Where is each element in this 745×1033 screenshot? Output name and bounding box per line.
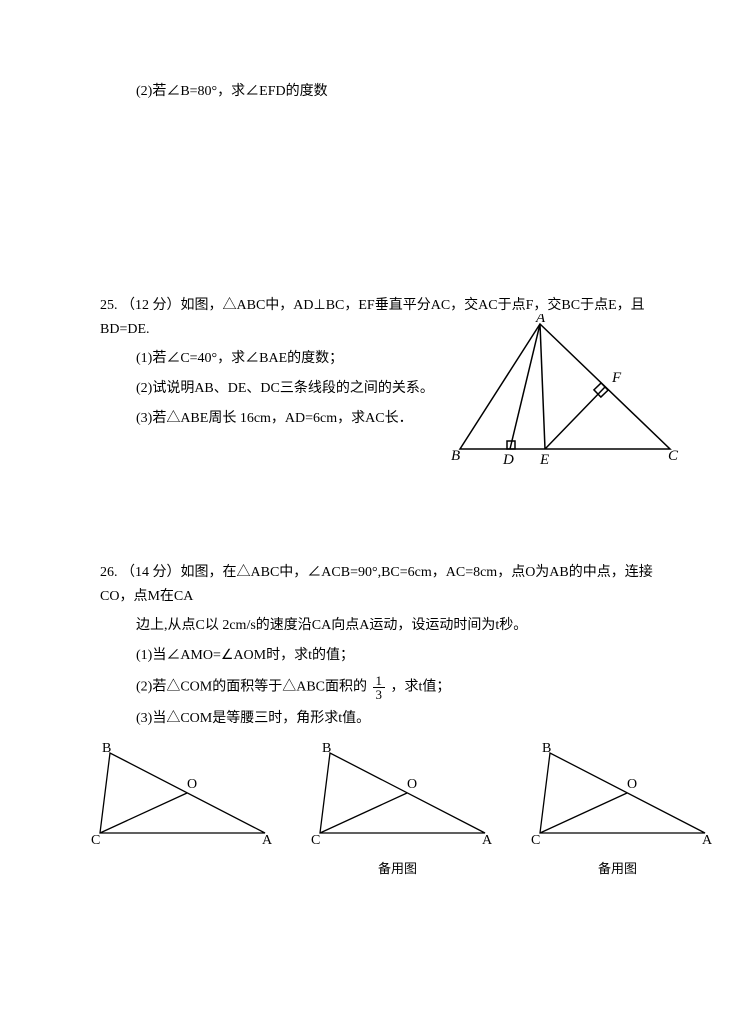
problem-text: （14 分）如图，在△ABC中，∠ACB=90°,BC=6cm，AC=8cm，点… <box>100 565 653 604</box>
problem-24-sub2: (2)若∠B=80°，求∠EFD的度数 <box>136 80 675 104</box>
problem-26-sub2: (2)若△COM的面积等于△ABC面积的 1 3 ，求t值； <box>136 674 675 701</box>
label-B: B <box>451 448 460 464</box>
triangle-figure-26b: B C A O <box>300 741 495 851</box>
problem-number: 26. <box>100 565 118 580</box>
figure-caption: 备用图 <box>300 858 495 877</box>
triangle-figure-26c: B C A O <box>520 741 715 851</box>
figure-caption: 备用图 <box>520 858 715 877</box>
label-O: O <box>627 777 637 792</box>
figure-26-main: B C A O <box>80 741 275 877</box>
label-B: B <box>322 741 331 756</box>
problem-25: 25. （12 分）如图，△ABC中，AD⊥BC，EF垂直平分AC，交AC于点F… <box>100 294 675 431</box>
figure-26-spare2: B C A O 备用图 <box>520 741 715 877</box>
problem-24-fragment: (2)若∠B=80°，求∠EFD的度数 <box>100 80 675 104</box>
problem-number: 25. <box>100 298 118 313</box>
problem-26: 26. （14 分）如图，在△ABC中，∠ACB=90°,BC=6cm，AC=8… <box>100 561 675 877</box>
label-O: O <box>407 777 417 792</box>
label-A: A <box>262 833 273 848</box>
spacer <box>100 471 675 561</box>
sub2-text-a: (2)若△COM的面积等于△ABC面积的 <box>136 680 367 695</box>
fraction-icon: 1 3 <box>373 674 386 701</box>
label-B: B <box>102 741 111 756</box>
label-A: A <box>535 314 546 326</box>
label-C: C <box>668 448 679 464</box>
label-E: E <box>539 452 549 468</box>
label-C: C <box>311 833 320 848</box>
label-B: B <box>542 741 551 756</box>
label-C: C <box>91 833 100 848</box>
problem-26-figures: B C A O B C A <box>80 741 675 877</box>
problem-26-sub3: (3)当△COM是等腰三时，角形求t值。 <box>136 707 675 731</box>
figure-caption <box>80 858 275 874</box>
triangle-figure-26a: B C A O <box>80 741 275 851</box>
fraction-numerator: 1 <box>373 674 386 688</box>
problem-26-heading2: 边上,从点C以 2cm/s的速度沿CA向点A运动，设运动时间为t秒。 <box>136 614 675 638</box>
label-F: F <box>611 370 622 386</box>
label-D: D <box>502 452 514 468</box>
sub2-text-b: ，求t值； <box>391 680 451 695</box>
problem-26-sub1: (1)当∠AMO=∠AOM时，求t的值； <box>136 644 675 668</box>
fraction-denominator: 3 <box>373 688 386 701</box>
triangle-figure-25: A B C D E F <box>445 314 685 474</box>
label-A: A <box>482 833 493 848</box>
label-O: O <box>187 777 197 792</box>
spacer <box>100 144 675 294</box>
problem-26-heading: 26. （14 分）如图，在△ABC中，∠ACB=90°,BC=6cm，AC=8… <box>100 561 675 609</box>
label-C: C <box>531 833 540 848</box>
label-A: A <box>702 833 713 848</box>
problem-25-figure: A B C D E F <box>445 314 685 479</box>
figure-26-spare1: B C A O 备用图 <box>300 741 495 877</box>
